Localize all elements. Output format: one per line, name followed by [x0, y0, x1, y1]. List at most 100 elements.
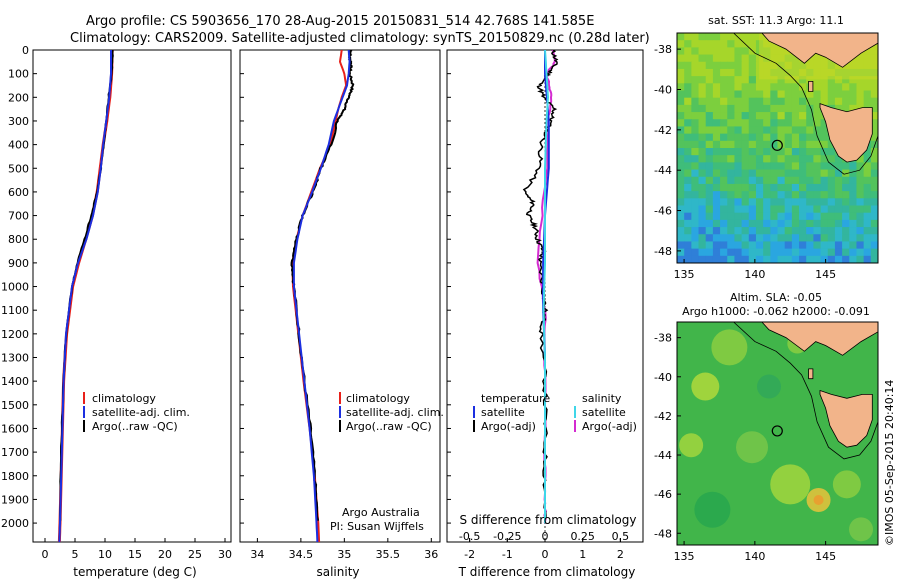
sst-cell — [856, 241, 865, 250]
sst-cell — [770, 176, 779, 185]
sst-cell — [784, 76, 793, 84]
sst-cell — [763, 155, 771, 163]
sst-cell — [727, 183, 736, 192]
sst-cell — [777, 104, 786, 113]
sst-cell — [741, 234, 750, 243]
depth-tick-label: 1000 — [1, 281, 29, 294]
sst-cell — [705, 155, 714, 163]
sst-cell — [806, 90, 814, 99]
sst-cell — [698, 148, 707, 156]
sst-cell — [834, 104, 843, 113]
sst-cell — [712, 191, 721, 199]
depth-tick-label: 2000 — [1, 517, 29, 530]
sst-cell — [820, 119, 829, 128]
sst-cell — [720, 90, 728, 99]
sst-cell — [856, 97, 865, 106]
sst-cell — [734, 119, 743, 128]
sst-cell — [691, 119, 700, 128]
lat-tick-label: -48 — [654, 527, 672, 540]
sst-cell — [777, 191, 786, 199]
sst-cell — [755, 148, 764, 156]
sst-cell — [856, 155, 865, 163]
sst-cell — [698, 47, 707, 56]
sst-cell — [748, 248, 757, 257]
lat-tick-label: -40 — [654, 83, 672, 96]
sst-cell — [870, 255, 878, 263]
sst-cell — [677, 191, 685, 199]
sst-cell — [705, 47, 714, 56]
sst-cell — [863, 248, 872, 257]
pi-credit: PI: Susan Wijffels — [330, 520, 424, 533]
sst-cell — [820, 255, 829, 263]
sst-cell — [849, 176, 858, 185]
sst-cell — [863, 169, 872, 178]
sst-cell — [827, 162, 836, 171]
sst-cell — [677, 234, 685, 243]
sst-cell — [799, 148, 807, 156]
sla-anomaly-peak — [813, 495, 824, 506]
sst-cell — [734, 155, 743, 163]
sst-cell — [705, 97, 714, 106]
sst-cell — [720, 227, 728, 235]
sst-cell — [712, 212, 721, 221]
sla-map-axes: 135 140 145 -38 -40 -42 -44 -46 -48 — [654, 332, 836, 563]
sst-cell — [741, 61, 750, 70]
sst-cell — [691, 90, 700, 99]
mainland — [761, 322, 878, 356]
x-tick-label: 35.5 — [376, 548, 401, 561]
sst-cell — [784, 148, 793, 156]
sst-cell — [741, 212, 750, 221]
sst-cell — [820, 155, 829, 163]
sst-cell — [827, 90, 836, 99]
sst-cell — [705, 54, 714, 63]
x-tick-label: 30 — [218, 548, 232, 561]
sst-cell — [755, 191, 764, 199]
sst-cell — [763, 255, 771, 263]
sst-cell — [791, 104, 800, 113]
sst-cell — [820, 90, 829, 99]
sst-cell — [684, 90, 692, 99]
sst-cell — [770, 162, 779, 171]
lat-tick-label: -42 — [654, 410, 672, 423]
sst-cell — [712, 112, 721, 120]
sst-cell — [856, 198, 865, 207]
sst-cell — [763, 112, 771, 120]
sst-cell — [691, 47, 700, 56]
sst-cell — [842, 255, 850, 263]
sst-map — [677, 33, 878, 263]
sst-cell — [813, 169, 822, 178]
sst-cell — [820, 83, 829, 92]
sst-cell — [734, 76, 743, 84]
sst-cell — [720, 191, 728, 199]
lat-tick-label: -42 — [654, 124, 672, 137]
sst-cell — [691, 219, 700, 228]
sst-cell — [684, 104, 692, 113]
lat-tick-label: -46 — [654, 488, 672, 501]
sst-cell — [677, 61, 685, 70]
sst-cell — [720, 40, 728, 48]
sst-cell — [842, 248, 850, 257]
sst-cell — [684, 140, 692, 149]
salinity-panel-frame — [239, 49, 441, 543]
sst-cell — [820, 205, 829, 214]
sst-cell — [684, 133, 692, 142]
sst-cell — [806, 119, 814, 128]
sst-cell — [712, 83, 721, 92]
sst-cell — [734, 33, 743, 41]
sst-cell — [820, 162, 829, 171]
sst-cell — [720, 241, 728, 250]
sst-cell — [806, 126, 814, 135]
sst-cell — [748, 112, 757, 120]
depth-tick-label: 1600 — [1, 422, 29, 435]
sst-cell — [827, 241, 836, 250]
sst-cell — [705, 162, 714, 171]
sst-cell — [870, 90, 878, 99]
sst-cell — [691, 176, 700, 185]
sst-cell — [684, 183, 692, 192]
sst-cell — [691, 227, 700, 235]
sst-cell — [705, 191, 714, 199]
sst-cell — [784, 219, 793, 228]
sst-cell — [856, 162, 865, 171]
sst-cell — [741, 205, 750, 214]
sst-cell — [734, 183, 743, 192]
